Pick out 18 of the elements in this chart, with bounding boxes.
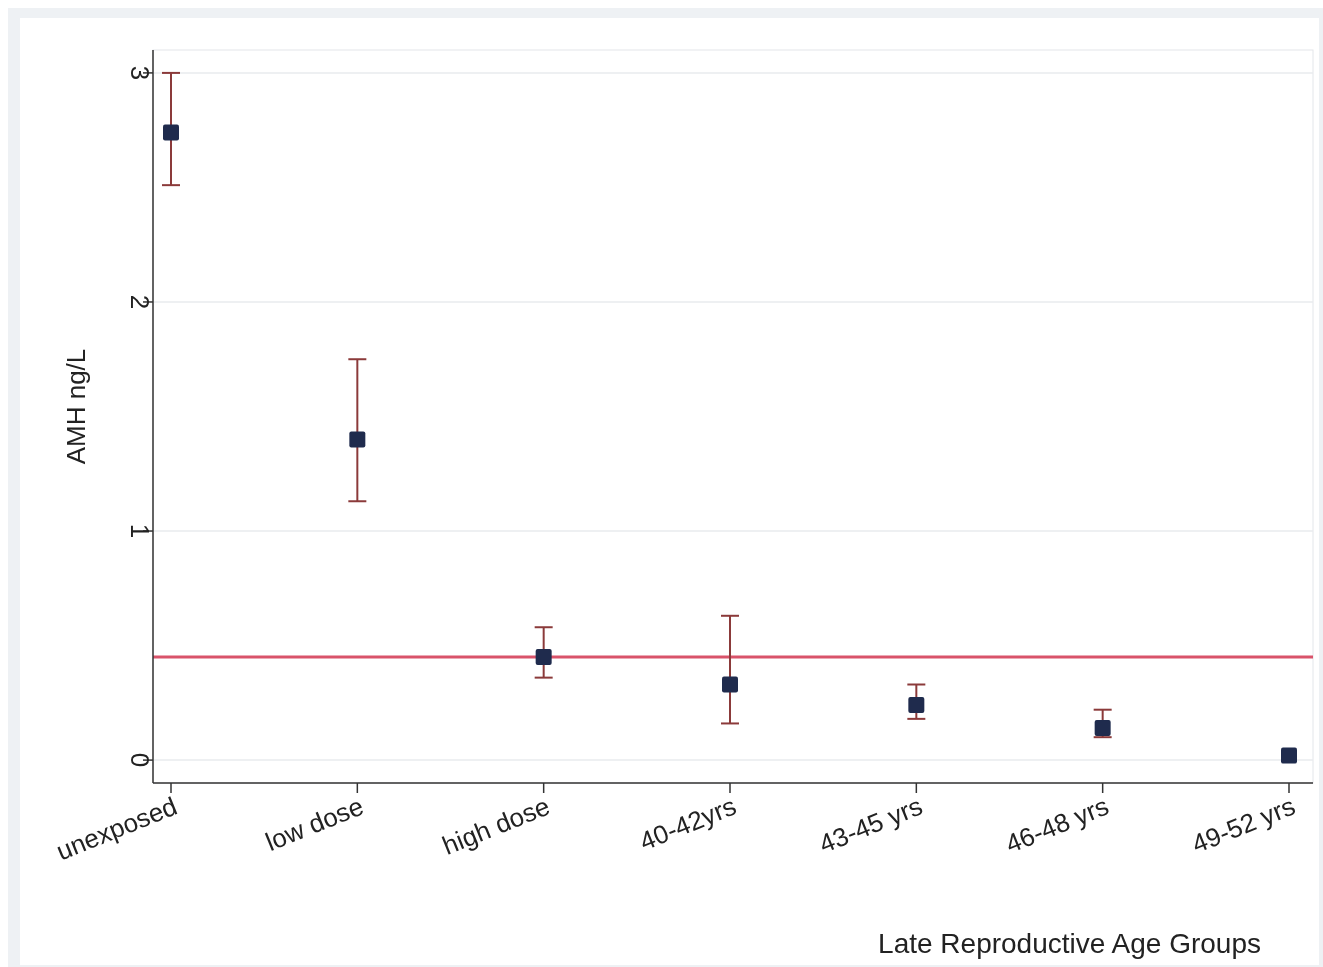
point	[908, 697, 925, 714]
y-axis-title: AMH ng/L	[61, 348, 91, 465]
point	[1094, 720, 1111, 737]
y-tick-label: 0	[125, 752, 155, 768]
point	[349, 431, 366, 448]
x-tick-label: 46-48 yrs	[1001, 790, 1113, 860]
x-tick-label: high dose	[438, 790, 554, 861]
point	[163, 124, 179, 141]
x-tick-label: low dose	[261, 790, 368, 858]
y-tick-label: 1	[125, 523, 155, 539]
point	[535, 649, 552, 666]
point	[1281, 747, 1297, 764]
y-tick-label: 2	[125, 294, 155, 310]
x-tick-label: 43-45 yrs	[814, 790, 927, 860]
x-tick-label: 49-52 yrs	[1187, 790, 1300, 860]
x-axis-title: Late Reproductive Age Groups	[878, 928, 1261, 959]
point	[722, 676, 738, 693]
y-tick-label: 3	[125, 65, 155, 81]
